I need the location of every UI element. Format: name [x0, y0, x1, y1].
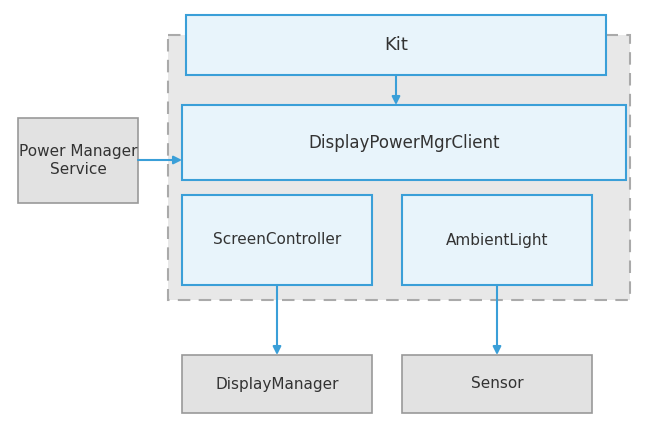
Bar	[182, 355, 372, 413]
Bar	[182, 195, 372, 285]
Bar	[168, 35, 630, 300]
Text: DisplayManager: DisplayManager	[215, 377, 339, 391]
Bar	[402, 195, 592, 285]
Bar	[402, 355, 592, 413]
Bar	[186, 15, 606, 75]
Bar	[18, 118, 138, 203]
Text: ScreenController: ScreenController	[213, 233, 341, 248]
Text: Sensor: Sensor	[471, 377, 523, 391]
Text: Kit: Kit	[384, 36, 408, 54]
Text: AmbientLight: AmbientLight	[446, 233, 548, 248]
Text: Power Manager
Service: Power Manager Service	[19, 144, 137, 177]
Bar	[182, 105, 626, 180]
Text: DisplayPowerMgrClient: DisplayPowerMgrClient	[309, 133, 500, 152]
